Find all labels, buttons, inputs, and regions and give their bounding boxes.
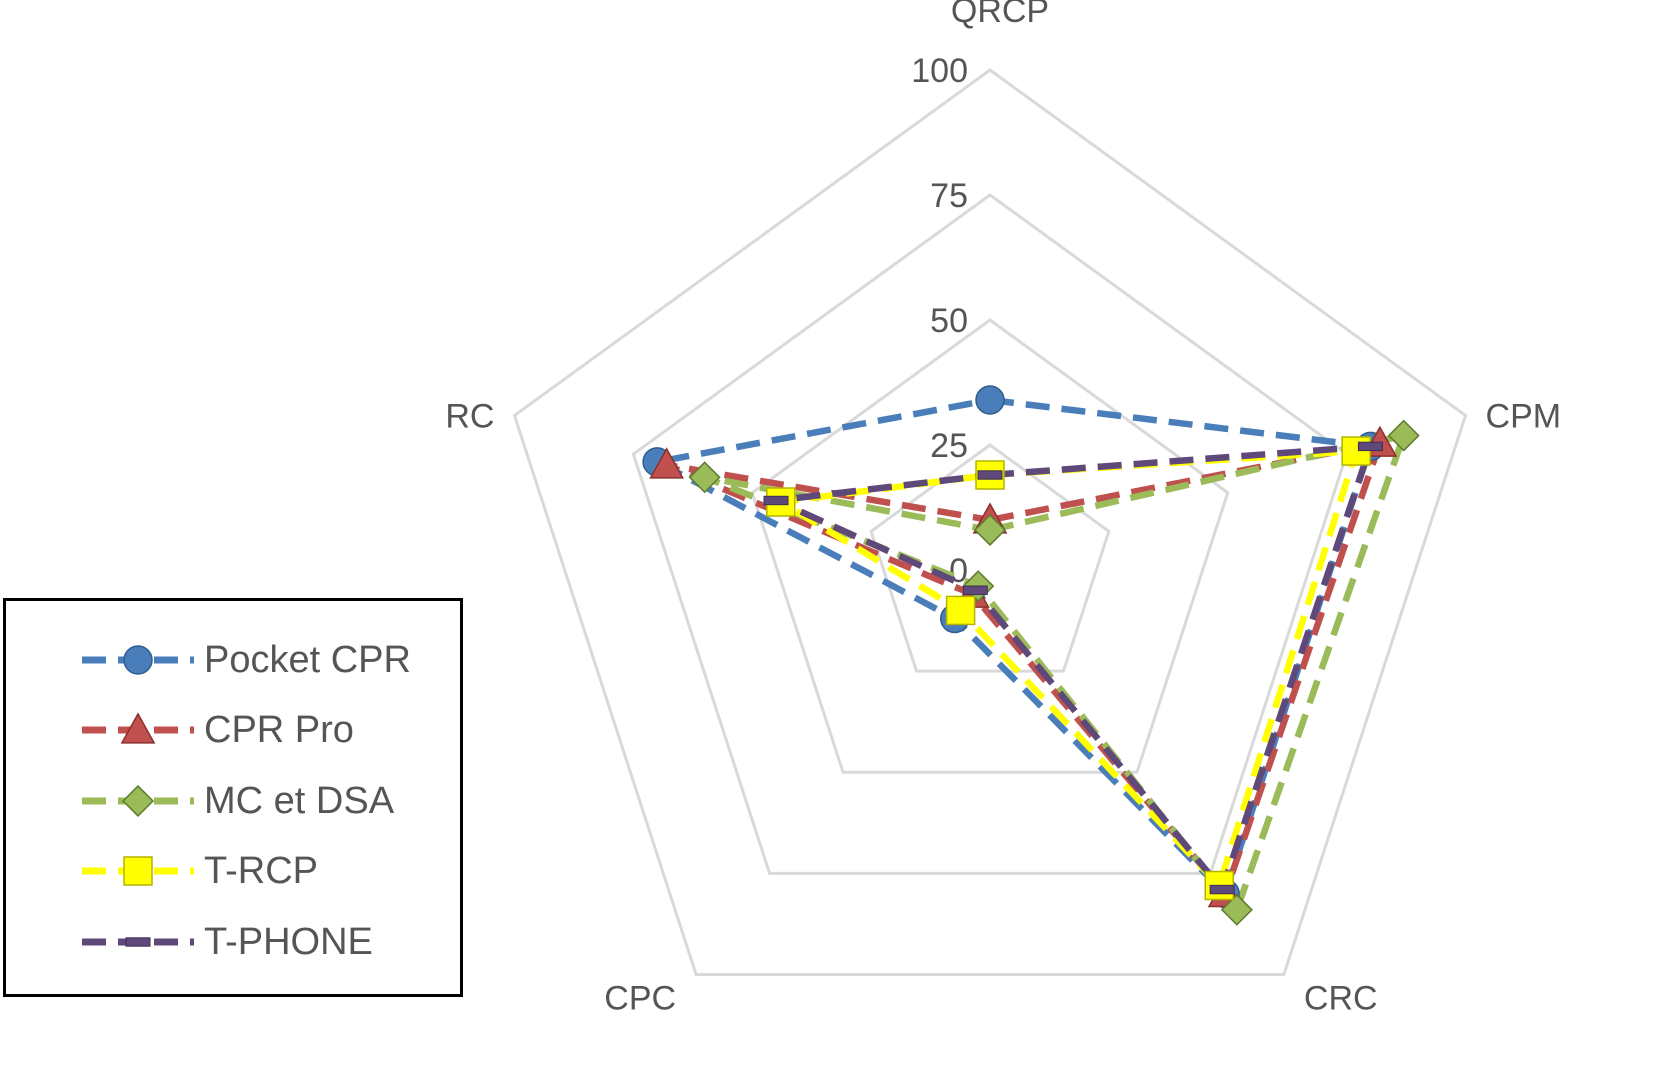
axis-labels: QRCP CPM CRC CPC RC [445, 0, 1561, 1018]
legend-item-mc-et-dsa: MC et DSA [78, 771, 394, 831]
legend-swatch-cpr-pro [82, 712, 194, 744]
data-point-mc-et-dsa-crc [1220, 893, 1253, 926]
data-point-t-phone-cpm [1357, 441, 1383, 452]
tick-label-50: 50 [930, 302, 968, 340]
data-point-t-phone-rc [763, 495, 789, 506]
tick-label-75: 75 [930, 177, 968, 215]
series-lines [653, 396, 1407, 914]
data-point-cpr-pro-rc [649, 447, 685, 479]
legend-swatch-mc-et-dsa [82, 784, 194, 818]
series-line-t-phone [772, 443, 1374, 893]
legend-marker-mc-et-dsa [121, 784, 155, 818]
legend-marker-pocket-cpr [123, 645, 153, 675]
axis-label-crc: CRC [1304, 980, 1378, 1018]
tick-label-100: 100 [911, 52, 968, 90]
legend-swatch-t-rcp [82, 856, 194, 886]
legend-label-t-phone: T-PHONE [204, 920, 373, 963]
data-point-t-rcp-cpc [945, 595, 976, 626]
legend-marker-t-rcp [123, 856, 153, 886]
data-point-mc-et-dsa-rc [688, 461, 721, 494]
data-point-mc-et-dsa-cpm [1387, 419, 1420, 452]
legend-label-t-rcp: T-RCP [204, 849, 318, 892]
legend-item-t-phone: T-PHONE [78, 912, 373, 972]
data-point-t-phone-crc [1209, 884, 1235, 895]
data-point-t-phone-cpc [962, 585, 988, 595]
grid-ring-25 [869, 443, 1111, 673]
legend-label-pocket-cpr: Pocket CPR [204, 638, 411, 681]
axis-label-cpm: CPM [1486, 397, 1562, 435]
legend-item-pocket-cpr: Pocket CPR [78, 630, 411, 690]
axis-label-cpc: CPC [604, 980, 676, 1018]
grid-ring-100 [512, 68, 1468, 977]
legend-item-cpr-pro: CPR Pro [78, 700, 354, 760]
legend-swatch-t-phone [82, 937, 194, 947]
series-markers [642, 385, 1420, 926]
data-point-t-phone-qrcp [977, 470, 1003, 480]
axis-label-rc: RC [445, 397, 494, 435]
legend-label-mc-et-dsa: MC et DSA [204, 779, 395, 822]
grid-ring-75 [631, 193, 1349, 875]
tick-label-25: 25 [930, 427, 968, 465]
series-line-pocket-cpr [653, 396, 1374, 897]
data-point-pocket-cpr-qrcp [975, 385, 1005, 415]
legend-label-cpr-pro: CPR Pro [204, 708, 354, 751]
axis-label-qrcp: QRCP [951, 0, 1049, 30]
data-point-mc-et-dsa-qrcp [973, 513, 1007, 547]
legend: Pocket CPR CPR Pro MC et DSA T-RCP T-PHO… [3, 598, 463, 997]
legend-item-t-rcp: T-RCP [78, 841, 318, 901]
legend-swatch-pocket-cpr [82, 645, 194, 675]
legend-marker-cpr-pro [120, 712, 156, 744]
legend-marker-t-phone [125, 937, 151, 947]
